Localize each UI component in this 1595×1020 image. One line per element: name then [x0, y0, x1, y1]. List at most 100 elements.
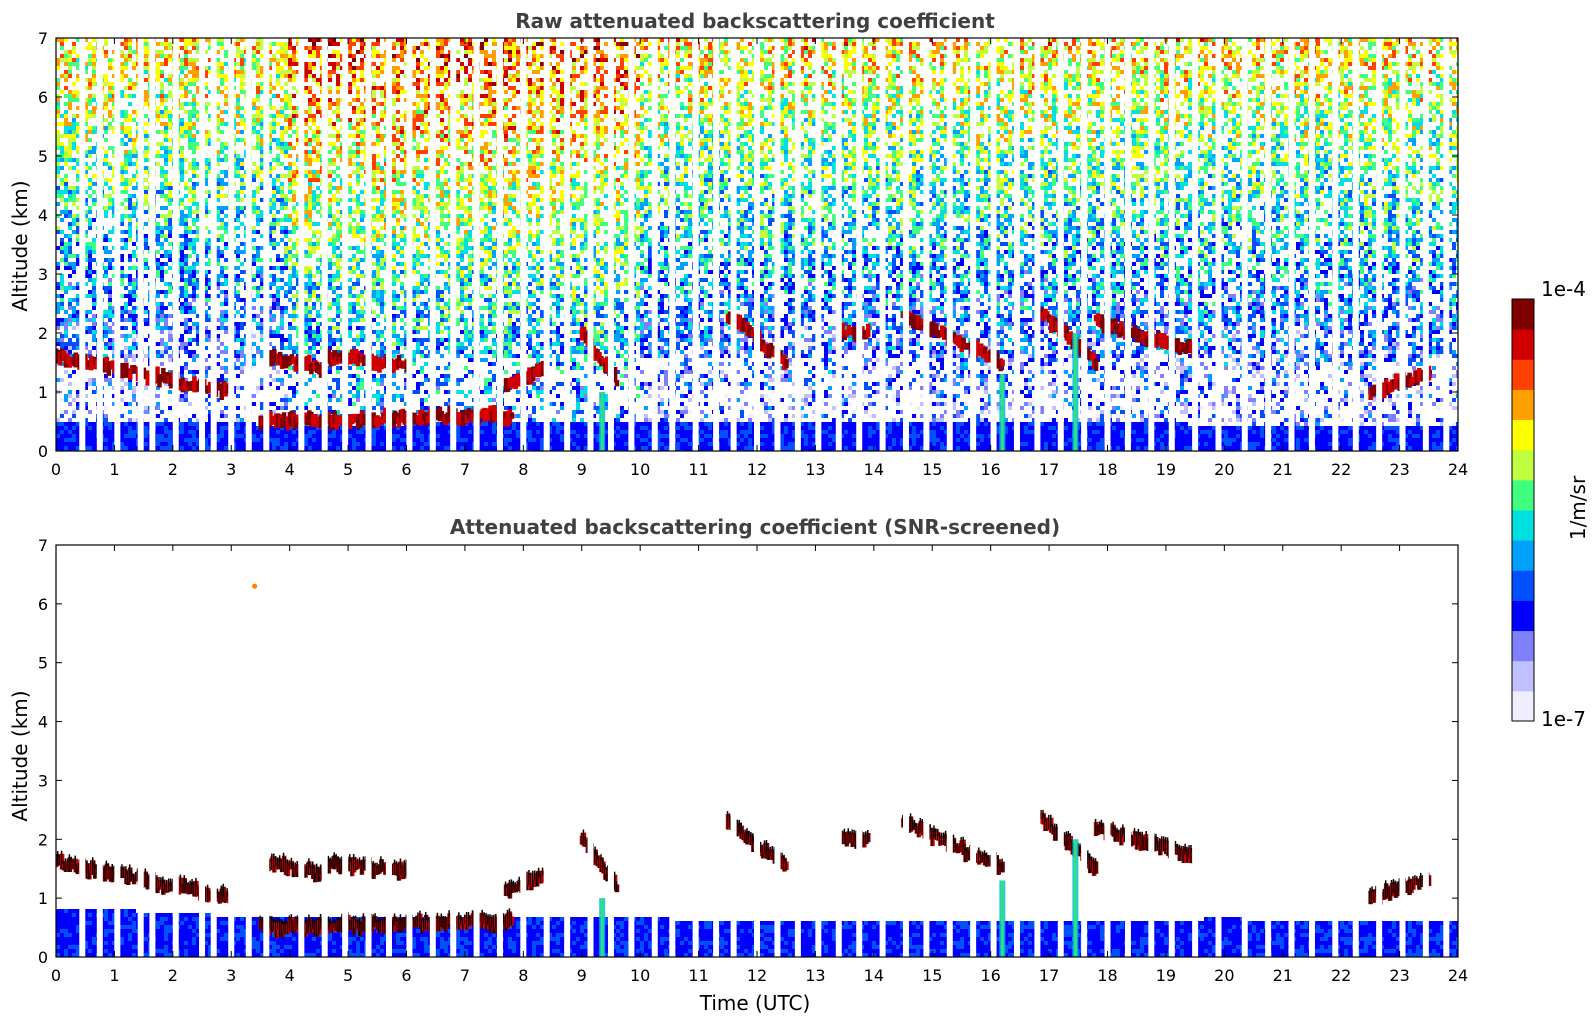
data-gap — [1288, 545, 1295, 957]
data-gap — [923, 38, 930, 451]
x-tick-label: 18 — [1097, 966, 1117, 985]
data-gap — [1332, 38, 1339, 451]
data-gap — [1057, 545, 1064, 957]
data-gap — [1308, 545, 1315, 957]
y-tick-label: 3 — [38, 771, 48, 790]
data-gap — [1034, 545, 1041, 957]
x-tick-label: 11 — [688, 460, 708, 479]
x-tick-label: 3 — [226, 966, 236, 985]
panel1-heatmap — [56, 38, 1458, 451]
data-gap — [564, 545, 571, 957]
data-gap — [263, 545, 270, 957]
colorbar-segment — [1512, 359, 1534, 390]
x-tick-label: 4 — [285, 460, 295, 479]
data-gap — [228, 545, 235, 957]
data-gap — [794, 38, 801, 451]
data-gap — [96, 38, 103, 451]
data-gap — [342, 545, 349, 957]
data-gap — [1352, 38, 1359, 451]
data-gap — [149, 38, 156, 451]
y-tick-label: 6 — [38, 595, 48, 614]
data-gap — [835, 38, 842, 451]
data-gap — [1265, 545, 1272, 957]
x-tick-label: 21 — [1273, 966, 1293, 985]
colorbar-segment — [1512, 479, 1534, 511]
x-tick-label: 0 — [51, 460, 61, 479]
colorbar-segment — [1512, 449, 1534, 481]
colorbar-frame — [1511, 298, 1535, 722]
data-gap — [651, 38, 658, 451]
data-gap — [1124, 38, 1131, 451]
data-gap — [210, 545, 217, 957]
y-tick-label: 0 — [38, 948, 48, 967]
data-gap — [1215, 545, 1222, 957]
x-tick-label: 24 — [1448, 460, 1468, 479]
y-tick-label: 2 — [38, 324, 48, 343]
data-gap — [1148, 38, 1155, 451]
data-gap — [429, 38, 436, 451]
colorbar-segment — [1512, 510, 1534, 541]
data-gap — [628, 545, 635, 957]
data-gap — [172, 545, 179, 957]
data-gap — [298, 38, 305, 451]
panel1-axes: 0 1 2 3 4 5 6 7 8 9 10 11 12 13 14 15 16 17 18 19 20 21 22 23 24… — [38, 29, 1468, 479]
colorbar-max-label: 1e-4 — [1541, 277, 1586, 301]
x-tick-label: 9 — [577, 966, 587, 985]
colorbar-segment — [1512, 540, 1534, 571]
data-gap — [321, 38, 328, 451]
x-tick-label: 7 — [460, 460, 470, 479]
data-gap — [754, 38, 760, 451]
x-tick-label: 6 — [401, 966, 411, 985]
data-gap — [137, 545, 144, 957]
x-tick-label: 1 — [109, 460, 119, 479]
x-tick-label: 22 — [1331, 966, 1351, 985]
data-gap — [794, 545, 801, 957]
x-tick-label: 2 — [168, 460, 178, 479]
data-gap — [990, 545, 997, 957]
data-gap — [149, 545, 156, 957]
data-gap — [815, 38, 822, 451]
y-tick-label: 4 — [38, 206, 48, 225]
data-gap — [692, 545, 699, 957]
x-tick-label: 19 — [1156, 966, 1176, 985]
colorbar-segment — [1512, 630, 1534, 662]
data-gap — [79, 38, 86, 451]
x-tick-label: 5 — [343, 460, 353, 479]
data-gap — [520, 545, 527, 957]
x-tick-label: 17 — [1039, 966, 1059, 985]
y-tick-label: 3 — [38, 265, 48, 284]
data-gap — [879, 38, 886, 451]
aerosol-plume-core — [600, 898, 604, 957]
data-gap — [199, 38, 206, 451]
data-gap — [365, 38, 372, 451]
data-gap — [385, 545, 392, 957]
data-gap — [245, 545, 252, 957]
data-gap — [587, 38, 594, 451]
colorbar-segment — [1512, 419, 1534, 451]
x-tick-label: 18 — [1097, 460, 1117, 479]
y-tick-label: 1 — [38, 383, 48, 402]
data-gap — [1168, 545, 1175, 957]
data-gap — [1288, 38, 1295, 451]
colorbar-segment — [1512, 690, 1534, 722]
data-gap — [1192, 38, 1199, 451]
data-gap — [946, 545, 953, 957]
cloud-layer — [264, 852, 328, 883]
aerosol-plume-core — [1000, 374, 1004, 451]
x-tick-label: 13 — [805, 966, 825, 985]
panel1-ylabel: Altitude (km) — [8, 180, 32, 311]
colorbar — [1511, 298, 1535, 722]
x-tick-label: 14 — [864, 460, 884, 479]
x-tick-label: 16 — [980, 460, 1000, 479]
data-gap — [1422, 38, 1429, 451]
data-gap — [1081, 545, 1088, 957]
data-gap — [669, 38, 676, 451]
data-gap — [754, 545, 760, 957]
colorbar-segment — [1512, 600, 1534, 632]
data-gap — [628, 38, 635, 451]
data-gap — [342, 38, 349, 451]
aerosol-plume-core — [600, 392, 604, 451]
x-tick-label: 8 — [518, 966, 528, 985]
x-tick-label: 20 — [1214, 460, 1234, 479]
colorbar-segment — [1512, 329, 1534, 360]
